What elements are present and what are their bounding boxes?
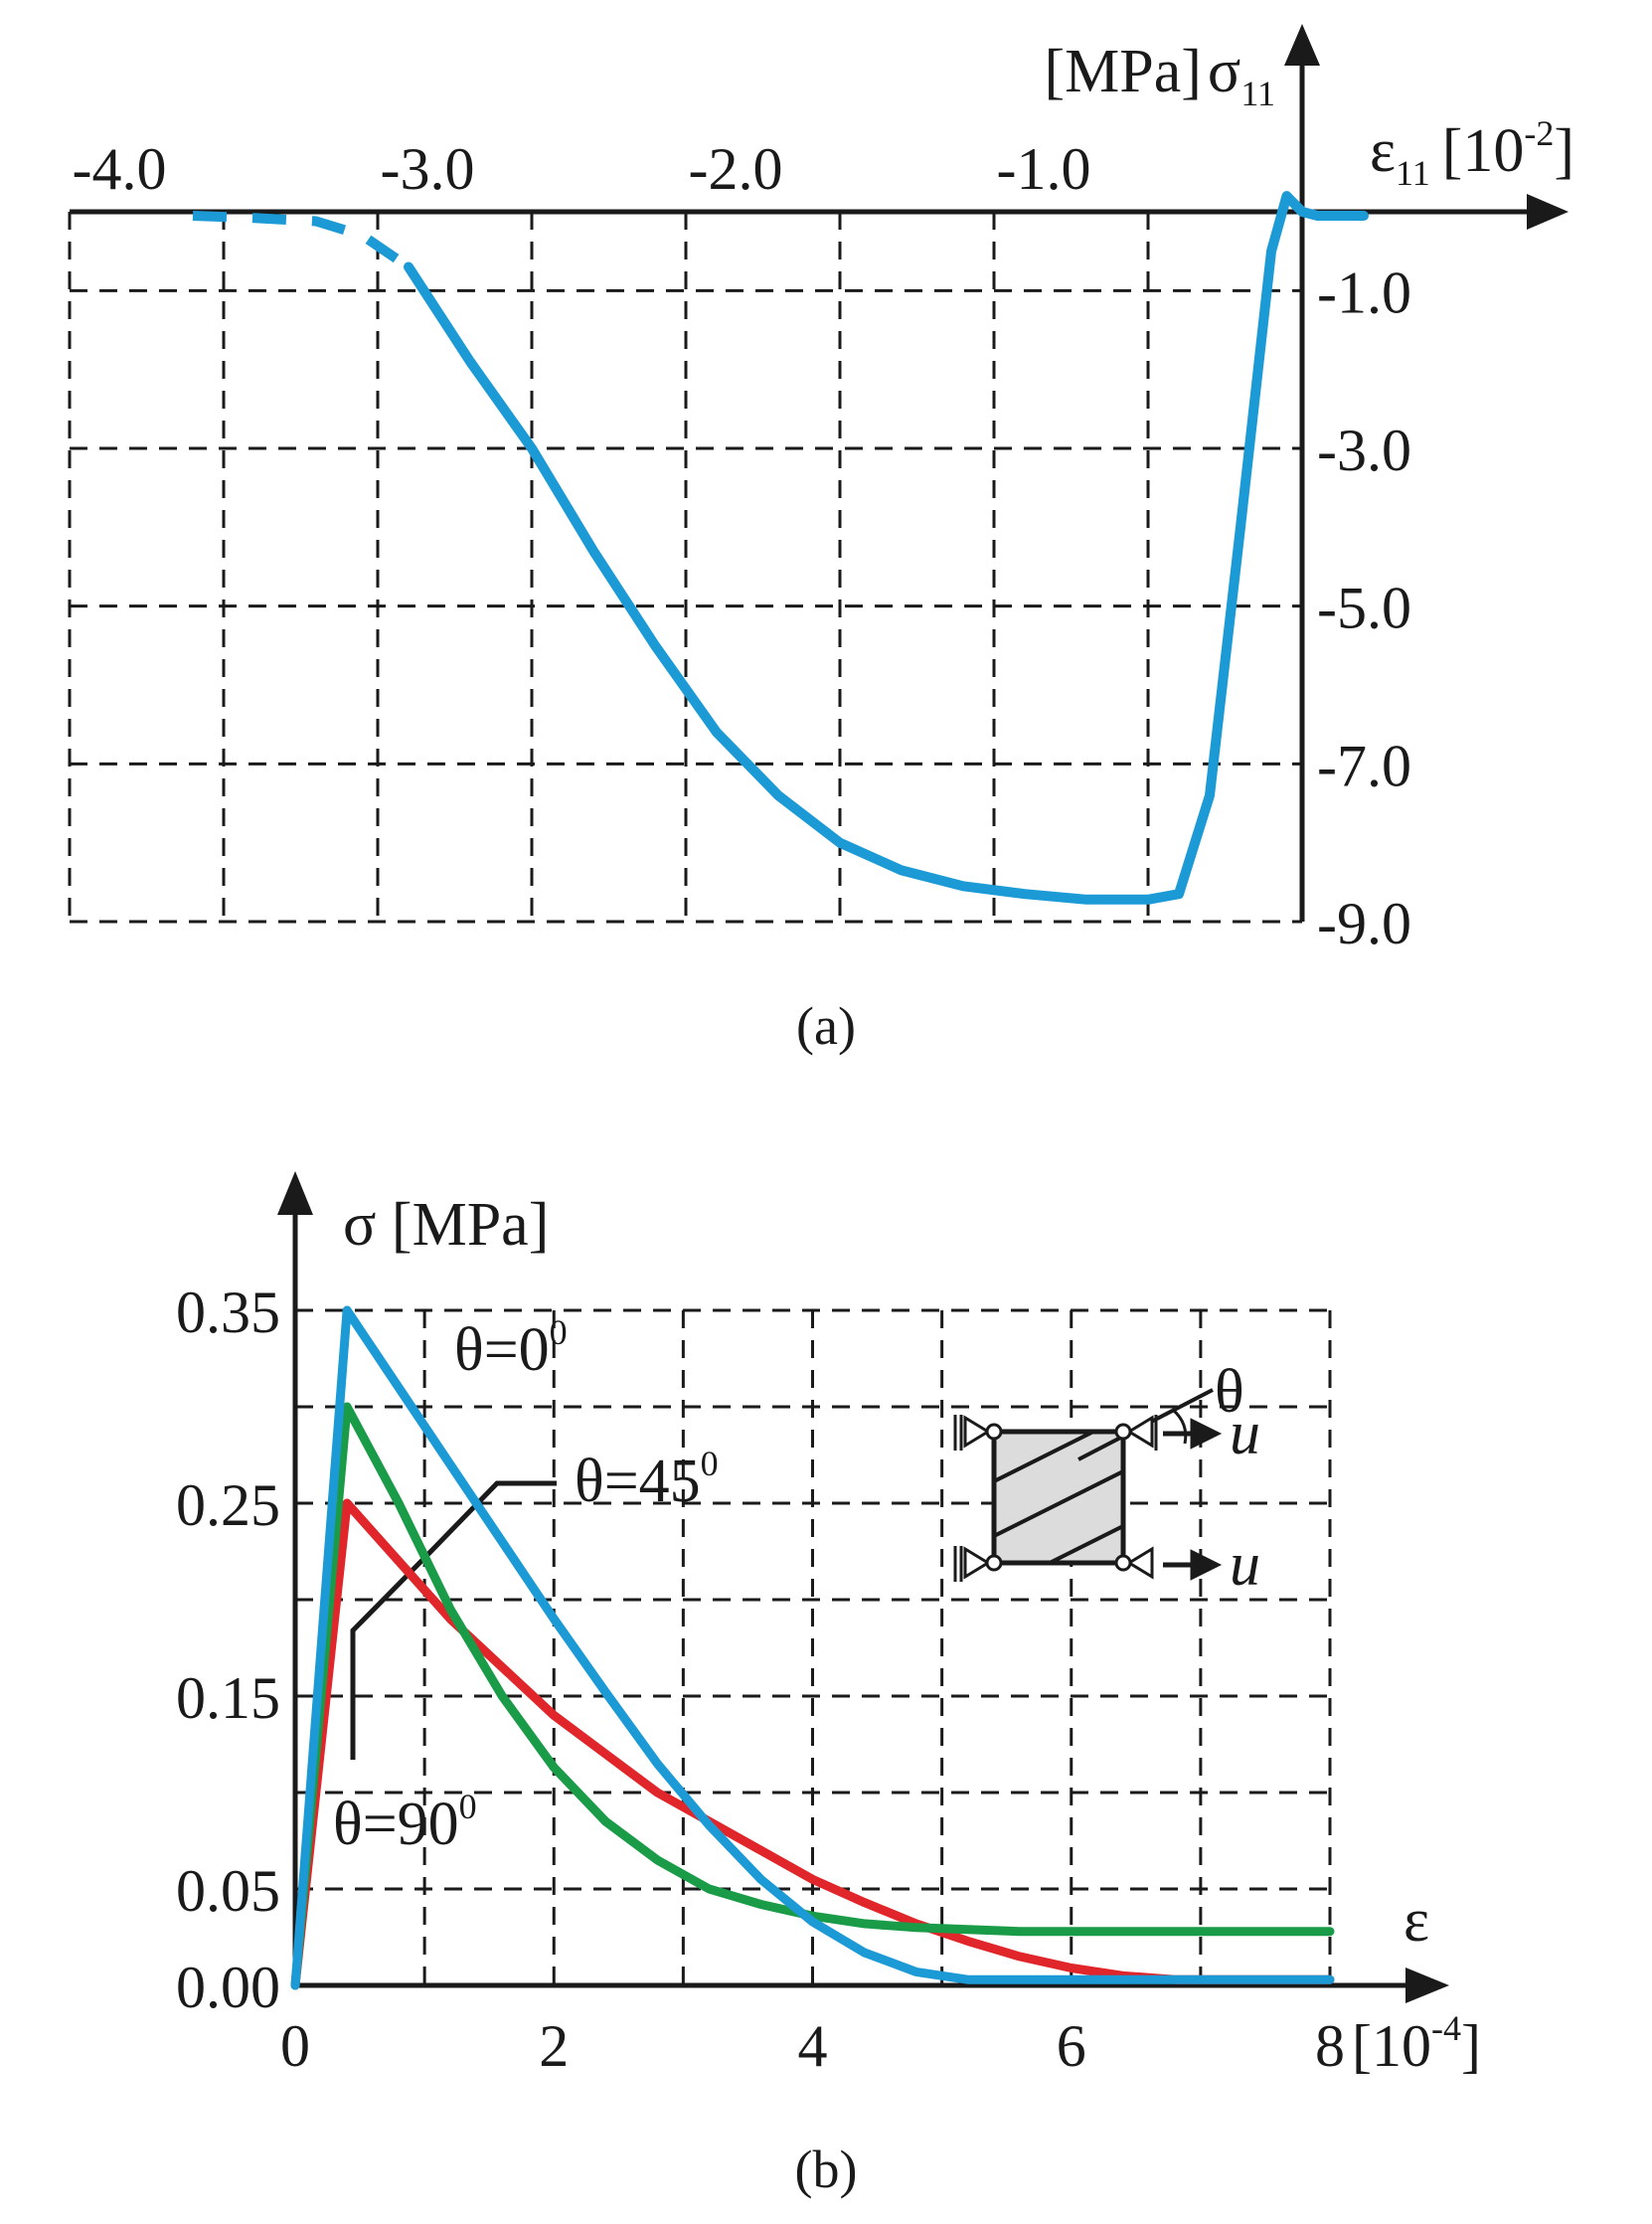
panel-b-x-tick-label: 0: [280, 2013, 310, 2079]
panel-b-x-unit: [10-4]: [1352, 2008, 1481, 2079]
panel-a-y-arrow: [1284, 24, 1320, 66]
panel-b-y-label: σ [MPa]: [343, 1191, 549, 1259]
panel-b-y-tick-label: 0.05: [176, 1858, 280, 1924]
panel-b-x-label-epsilon: ε: [1404, 1887, 1429, 1955]
angle-arc: [1171, 1408, 1188, 1445]
panel-a-y-label: [MPa]σ11: [1044, 38, 1275, 113]
panel-a-series: [192, 191, 1369, 905]
panel-a-y-tick-label: -3.0: [1317, 418, 1411, 483]
panel-a-y-tick-label: -9.0: [1317, 891, 1411, 956]
panel-b-x-tick-label: 8: [1315, 2013, 1345, 2079]
panel-a-series-line: [192, 211, 412, 271]
panel-b-series: [290, 1305, 1335, 1990]
left-supports: [953, 1415, 991, 1582]
panel-a-y-tick-label: -1.0: [1317, 259, 1411, 325]
panel-b-grid: [295, 1308, 1332, 1985]
panel-b-caption: (b): [795, 2139, 858, 2199]
panel-b-axes: [277, 1171, 1449, 2003]
inset-theta-label: θ: [1215, 1358, 1244, 1426]
panel-a-x-ticks: -4.0 -3.0 -2.0 -1.0: [73, 136, 1091, 202]
panel-b: 0 2 4 6 8 0.00 0.05 0.15 0.25 0.35 θ=00 θ=450 θ=…: [176, 1171, 1481, 2199]
panel-b-x-ticks: 0 2 4 6 8: [280, 2013, 1345, 2079]
panel-b-y-tick-label: 0.25: [176, 1472, 280, 1538]
hinge-circles: [985, 1423, 1132, 1572]
panel-b-y-tick-label: 0.15: [176, 1665, 280, 1731]
panel-a-caption: (a): [796, 996, 856, 1056]
panel-b-x-tick-label: 2: [539, 2013, 569, 2079]
panel-b-series-line: [290, 1305, 1335, 1990]
panel-a-y-tick-label: -7.0: [1317, 733, 1411, 798]
panel-a-x-tick-label: -1.0: [997, 136, 1091, 202]
panel-a-y-ticks: -1.0 -3.0 -5.0 -7.0 -9.0: [1317, 259, 1411, 956]
right-supports: [1126, 1415, 1158, 1580]
theta-45-label: θ=450: [575, 1444, 719, 1515]
boundary-condition-inset: θ: [953, 1358, 1260, 1599]
panel-a-x-arrow: [1527, 194, 1569, 230]
panel-a-series-line: [404, 191, 1369, 905]
theta-0-label: θ=00: [454, 1312, 568, 1384]
panel-a-x-tick-label: -3.0: [381, 136, 475, 202]
load-u-label-top: u: [1230, 1400, 1260, 1467]
load-u-label-bottom: u: [1230, 1531, 1260, 1599]
panel-a-x-tick-label: -2.0: [689, 136, 783, 202]
panel-a: -4.0 -3.0 -2.0 -1.0 -1.0 -3.0 -5.0 -7.0 -9.0 [M…: [68, 24, 1574, 1056]
theta-90-label: θ=900: [333, 1787, 477, 1858]
panel-b-x-tick-label: 6: [1057, 2013, 1086, 2079]
panel-b-x-tick-label: 4: [798, 2013, 828, 2079]
panel-b-x-arrow: [1405, 1967, 1449, 2003]
theta-45-leader: [350, 1480, 557, 1760]
panel-b-y-tick-label: 0.00: [176, 1955, 280, 2020]
specimen-square: [991, 1429, 1126, 1566]
panel-a-y-tick-label: -5.0: [1317, 576, 1411, 641]
panel-b-y-tick-label: 0.35: [176, 1280, 280, 1345]
panel-a-x-label: ε11 [10-2]: [1370, 113, 1574, 193]
panel-a-grid: [68, 212, 1302, 924]
panel-a-x-tick-label: -4.0: [73, 136, 167, 202]
panel-b-y-ticks: 0.00 0.05 0.15 0.25 0.35: [176, 1280, 280, 2020]
load-arrows: [1163, 1418, 1223, 1581]
panel-b-y-arrow: [277, 1171, 313, 1215]
fiber-hatching: [994, 1432, 1123, 1563]
